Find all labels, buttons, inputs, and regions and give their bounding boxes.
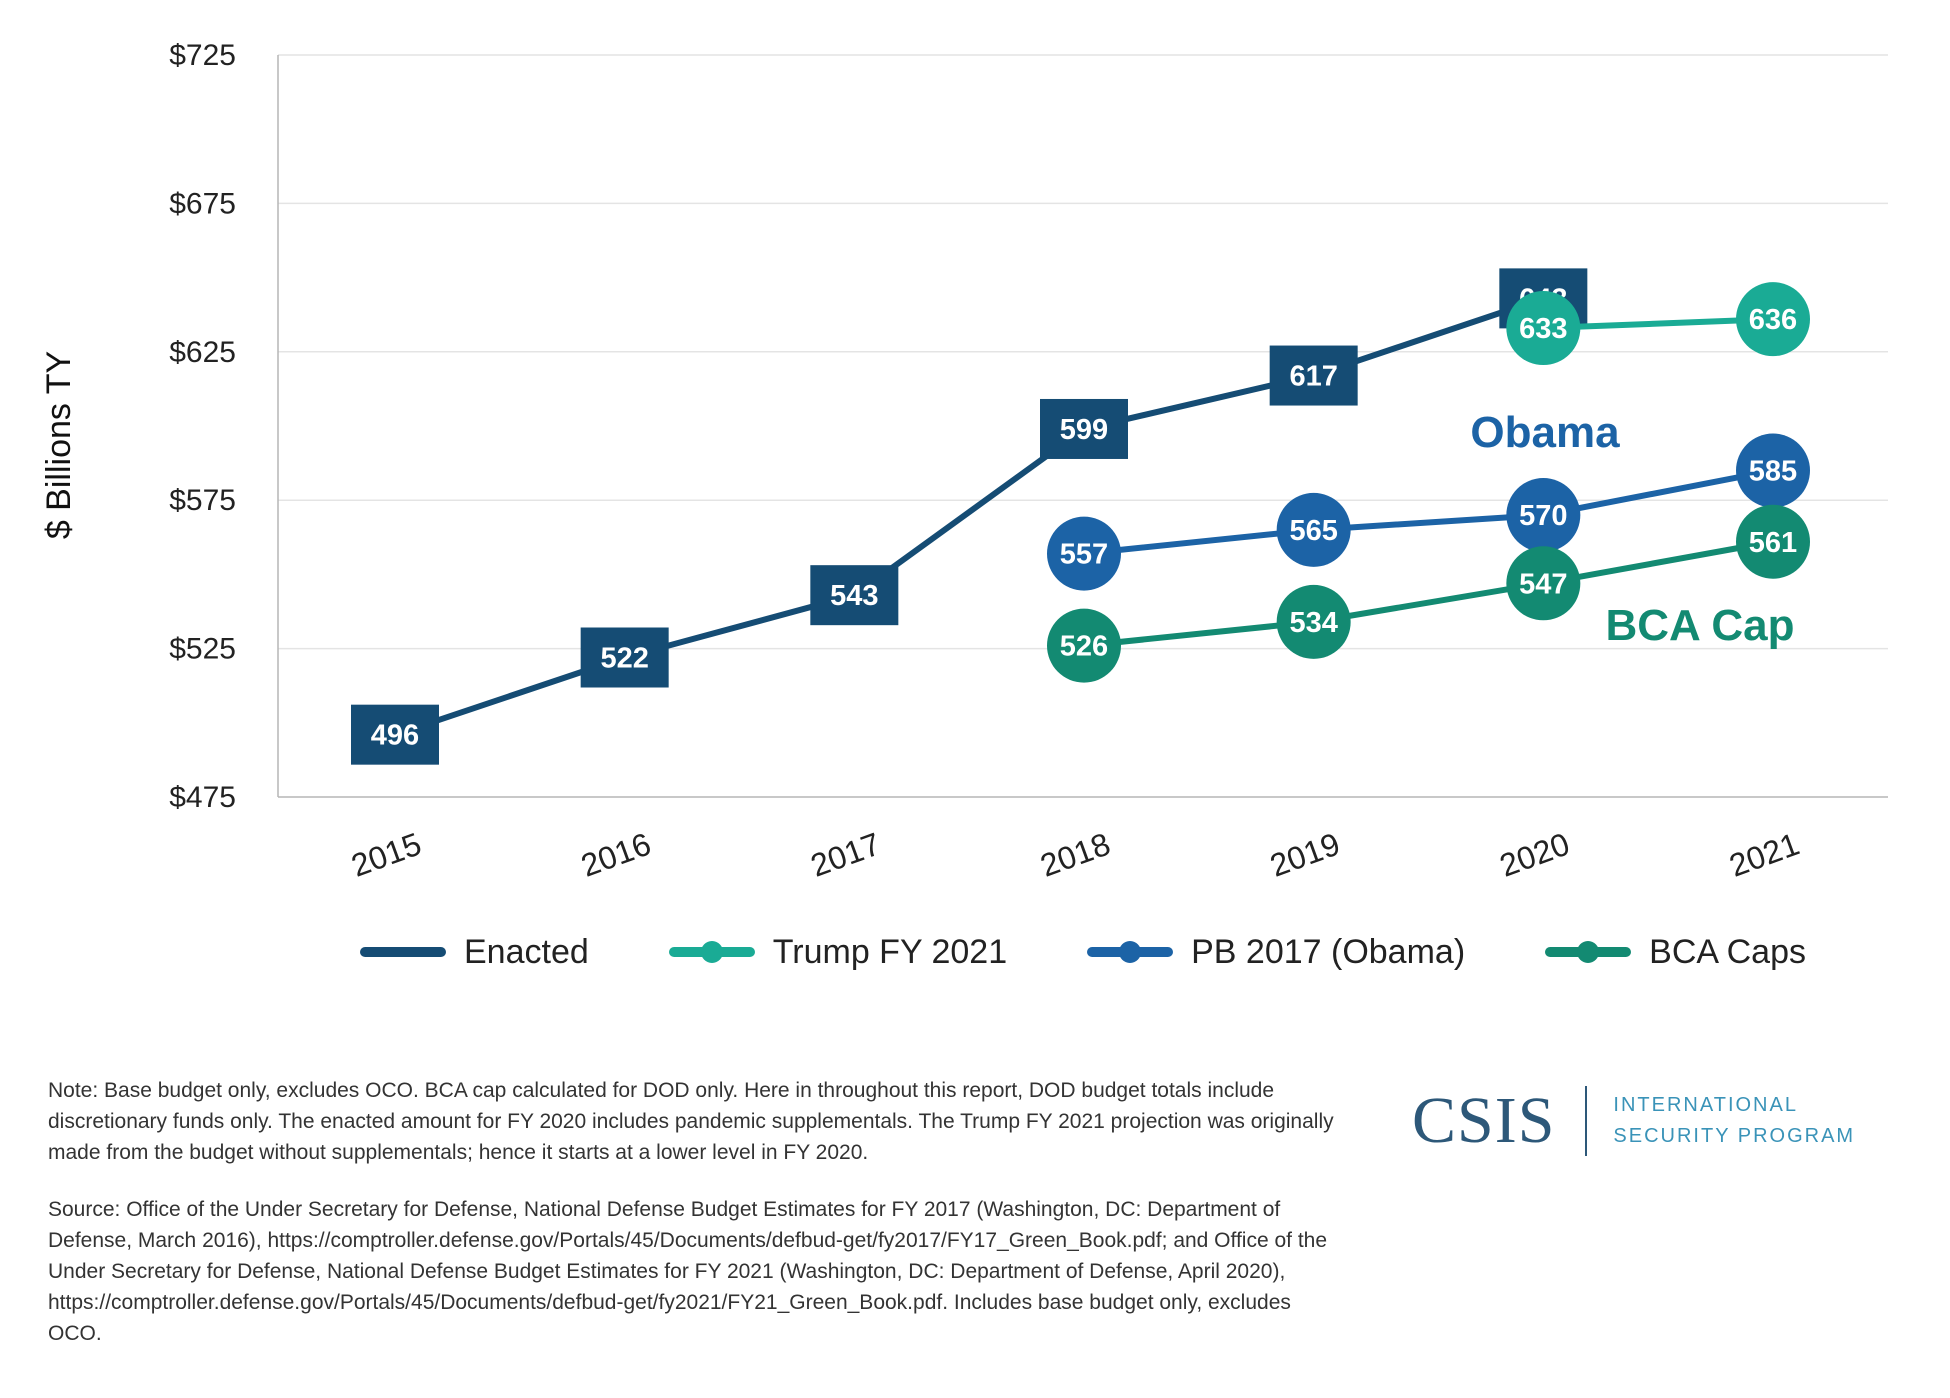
x-tick-label: 2016 <box>576 826 655 884</box>
data-label-enacted: 522 <box>600 643 648 675</box>
data-marker-bca-caps <box>1276 584 1351 659</box>
y-tick-label: $625 <box>169 336 236 369</box>
data-marker-bca-caps <box>1736 504 1810 579</box>
legend-item-obama: PB 2017 (Obama) <box>1087 933 1465 972</box>
series-line-enacted <box>394 295 1545 738</box>
x-tick-label: 2020 <box>1495 826 1574 884</box>
y-tick-label: $725 <box>169 39 236 72</box>
data-label-bca-caps: 561 <box>1749 527 1797 559</box>
legend-swatch-enacted <box>360 947 446 957</box>
data-label-pb-2017-obama: 557 <box>1060 539 1108 571</box>
data-label-enacted: 599 <box>1060 414 1108 446</box>
series-line-bca-caps <box>1083 538 1774 649</box>
legend-label-bca: BCA Caps <box>1649 932 1806 971</box>
series-line-pb-2017-obama <box>1083 467 1774 557</box>
annotation-bca-cap: BCA Cap <box>1605 601 1794 650</box>
legend-dot-obama <box>1119 941 1142 963</box>
data-label-pb-2017-obama: 570 <box>1519 500 1567 532</box>
data-marker-pb-2017-obama <box>1736 433 1810 508</box>
data-label-pb-2017-obama: 585 <box>1749 456 1797 488</box>
data-marker-enacted <box>1040 398 1128 459</box>
y-tick-label: $525 <box>169 633 236 666</box>
legend-swatch-bca <box>1545 941 1632 963</box>
legend-label-obama: PB 2017 (Obama) <box>1191 932 1466 971</box>
y-axis-label: $ Billions TY <box>40 351 78 539</box>
annotation-obama: Obama <box>1470 408 1620 457</box>
data-marker-pb-2017-obama <box>1276 492 1351 567</box>
logo-line-1: INTERNATIONAL <box>1613 1094 1798 1116</box>
data-label-trump-fy-2021: 633 <box>1519 313 1567 345</box>
data-label-pb-2017-obama: 565 <box>1289 515 1337 547</box>
line-chart: $475 $525 $575 $625 $675 $725 2015 2016 2017 2018… <box>40 39 1888 884</box>
data-marker-trump-fy-2021 <box>1736 282 1810 357</box>
x-tick-label: 2019 <box>1265 826 1344 884</box>
data-marker-bca-caps <box>1506 546 1581 621</box>
logo-line-2: SECURITY PROGRAM <box>1613 1125 1856 1147</box>
legend-label-enacted: Enacted <box>464 932 589 971</box>
legend-item-bca: BCA Caps <box>1545 933 1806 972</box>
legend-dot-trump <box>700 941 723 963</box>
data-label-bca-caps: 547 <box>1519 568 1567 600</box>
logo-divider <box>1585 1086 1588 1156</box>
legend-label-trump: Trump FY 2021 <box>772 932 1008 971</box>
data-label-trump-fy-2021: 636 <box>1749 304 1797 336</box>
logo-wordmark: CSIS <box>1412 1084 1556 1157</box>
data-marker-enacted <box>580 627 669 688</box>
data-label-bca-caps: 534 <box>1289 607 1337 639</box>
legend-swatch-trump <box>668 941 755 963</box>
data-marker-enacted <box>351 704 439 765</box>
legend-dot-bca <box>1577 941 1600 963</box>
series-line-trump-fy-2021 <box>1543 316 1774 332</box>
y-tick-label: $675 <box>169 187 236 220</box>
data-marker-pb-2017-obama <box>1047 516 1121 591</box>
csis-logo: CSIS INTERNATIONAL SECURITY PROGRAM <box>1412 1078 1855 1164</box>
data-marker-trump-fy-2021 <box>1506 291 1581 366</box>
x-tick-label: 2018 <box>1036 826 1115 884</box>
x-tick-label: 2015 <box>347 826 426 884</box>
series-layer: 4965225435996176436336365575655705855265… <box>351 268 1810 765</box>
legend-item-enacted: Enacted <box>360 933 589 972</box>
chart-source: Source: Office of the Under Secretary fo… <box>48 1198 1328 1345</box>
data-marker-enacted <box>810 565 899 626</box>
data-label-bca-caps: 526 <box>1060 631 1108 663</box>
legend-swatch-obama <box>1087 941 1174 963</box>
data-marker-enacted <box>1269 345 1358 406</box>
x-tick-label: 2021 <box>1725 826 1804 884</box>
logo-program-name: INTERNATIONAL SECURITY PROGRAM <box>1613 1090 1855 1152</box>
data-marker-bca-caps <box>1047 608 1121 683</box>
data-label-enacted: 543 <box>830 580 878 612</box>
data-marker-pb-2017-obama <box>1506 478 1581 553</box>
data-label-enacted: 617 <box>1289 361 1337 393</box>
chart-note: Note: Base budget only, excludes OCO. BC… <box>48 1079 1334 1164</box>
legend-item-trump: Trump FY 2021 <box>668 932 1008 972</box>
data-label-enacted: 496 <box>371 720 419 752</box>
y-tick-label: $475 <box>169 781 236 814</box>
x-tick-label: 2017 <box>806 826 885 884</box>
y-tick-label: $575 <box>169 484 236 517</box>
legend: Enacted Trump FY 2021 PB 2017 (Obama) BC… <box>360 930 1886 974</box>
